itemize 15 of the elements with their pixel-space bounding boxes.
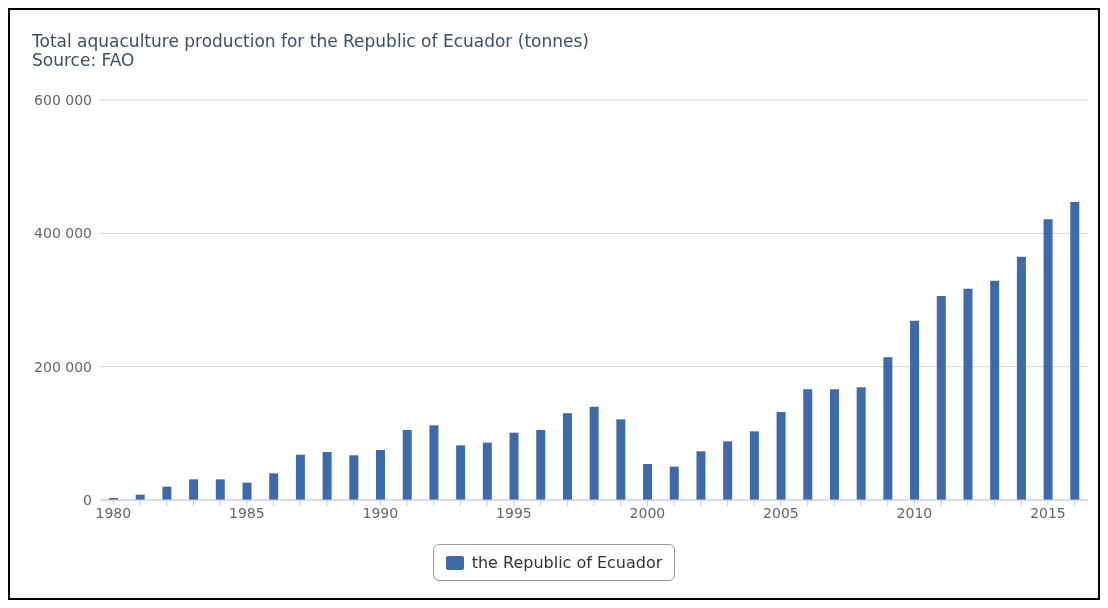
x-tick-label: 2010 — [896, 504, 933, 521]
y-tick-label: 400 000 — [34, 225, 92, 242]
chart-title: Total aquaculture production for the Republic of Ecuador (tonnes) — [32, 31, 590, 51]
y-tick-label: 200 000 — [34, 358, 92, 375]
x-tick-label: 1990 — [362, 504, 399, 521]
y-tick-label: 600 000 — [34, 91, 92, 108]
x-tick-label: 1980 — [95, 504, 132, 521]
x-tick-label: 1985 — [229, 504, 265, 521]
legend-label: the Republic of Ecuador — [470, 553, 663, 572]
x-tick-label: 2000 — [629, 504, 666, 521]
x-tick-label: 1995 — [496, 504, 532, 521]
x-tick-label: 2015 — [1030, 504, 1066, 521]
y-tick-label: 0 — [83, 491, 92, 508]
x-tick-label: 2005 — [763, 504, 799, 521]
chart-subtitle: Source: FAO — [32, 50, 135, 70]
